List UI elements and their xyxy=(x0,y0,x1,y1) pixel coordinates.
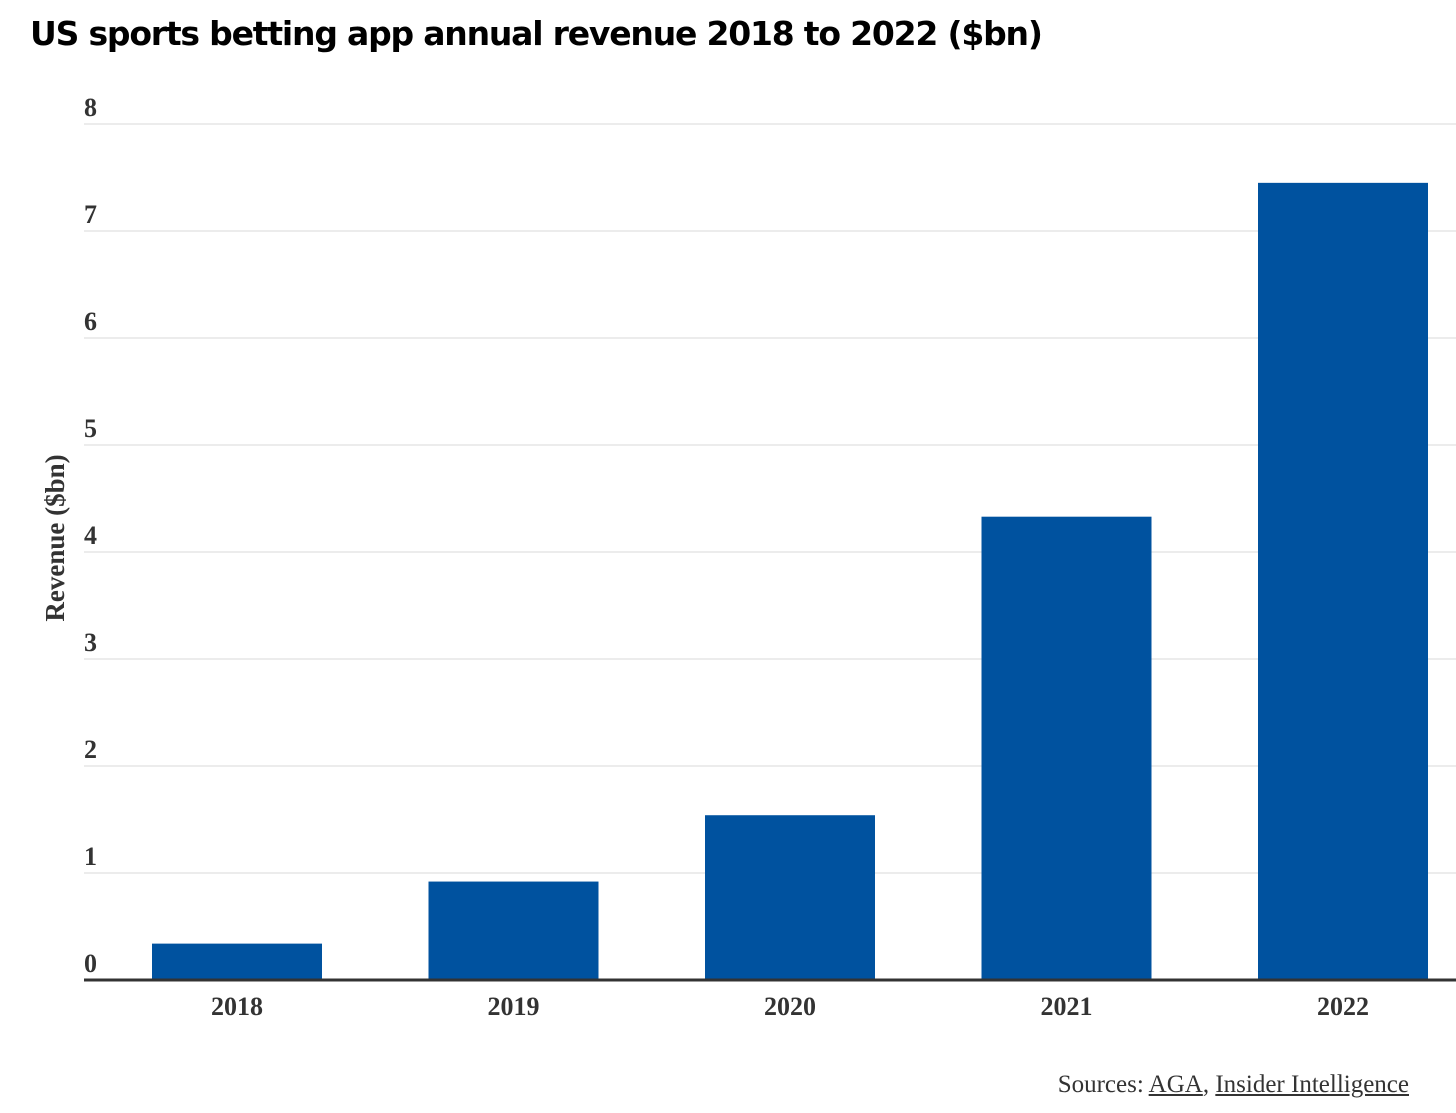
y-tick-labels: 0 1 2 3 4 5 6 7 8 xyxy=(84,93,97,978)
bar-2018 xyxy=(152,943,322,980)
bar-2020 xyxy=(705,815,875,980)
y-tick-label: 6 xyxy=(84,307,97,336)
y-tick-label: 1 xyxy=(84,842,97,871)
x-tick-label: 2021 xyxy=(1041,992,1093,1021)
x-tick-label: 2019 xyxy=(488,992,540,1021)
sources-note: Sources: AGA, Insider Intelligence xyxy=(1058,1071,1409,1099)
y-tick-label: 7 xyxy=(84,200,97,229)
chart-title: US sports betting app annual revenue 201… xyxy=(30,14,1043,53)
source-link-insider-intelligence[interactable]: Insider Intelligence xyxy=(1215,1071,1409,1098)
y-tick-label: 5 xyxy=(84,414,97,443)
bar-2019 xyxy=(428,881,599,980)
y-tick-label: 2 xyxy=(84,735,97,764)
bars xyxy=(152,182,1428,981)
y-tick-label: 8 xyxy=(84,93,97,122)
x-tick-label: 2020 xyxy=(764,992,816,1021)
gridlines xyxy=(84,123,1456,874)
bar-2022 xyxy=(1258,182,1428,981)
bar-2021 xyxy=(981,516,1152,980)
sources-prefix: Sources: xyxy=(1057,1071,1149,1098)
x-tick-label: 2018 xyxy=(211,992,263,1021)
x-tick-label: 2022 xyxy=(1317,992,1369,1021)
y-tick-label: 0 xyxy=(84,949,97,978)
x-tick-labels: 2018 2019 2020 2021 2022 xyxy=(211,992,1369,1021)
source-link-aga[interactable]: AGA xyxy=(1148,1071,1203,1098)
sources-separator: , xyxy=(1202,1071,1216,1098)
y-tick-label: 3 xyxy=(84,628,97,657)
y-tick-label: 4 xyxy=(84,521,97,550)
y-axis-title: Revenue ($bn) xyxy=(40,454,70,621)
